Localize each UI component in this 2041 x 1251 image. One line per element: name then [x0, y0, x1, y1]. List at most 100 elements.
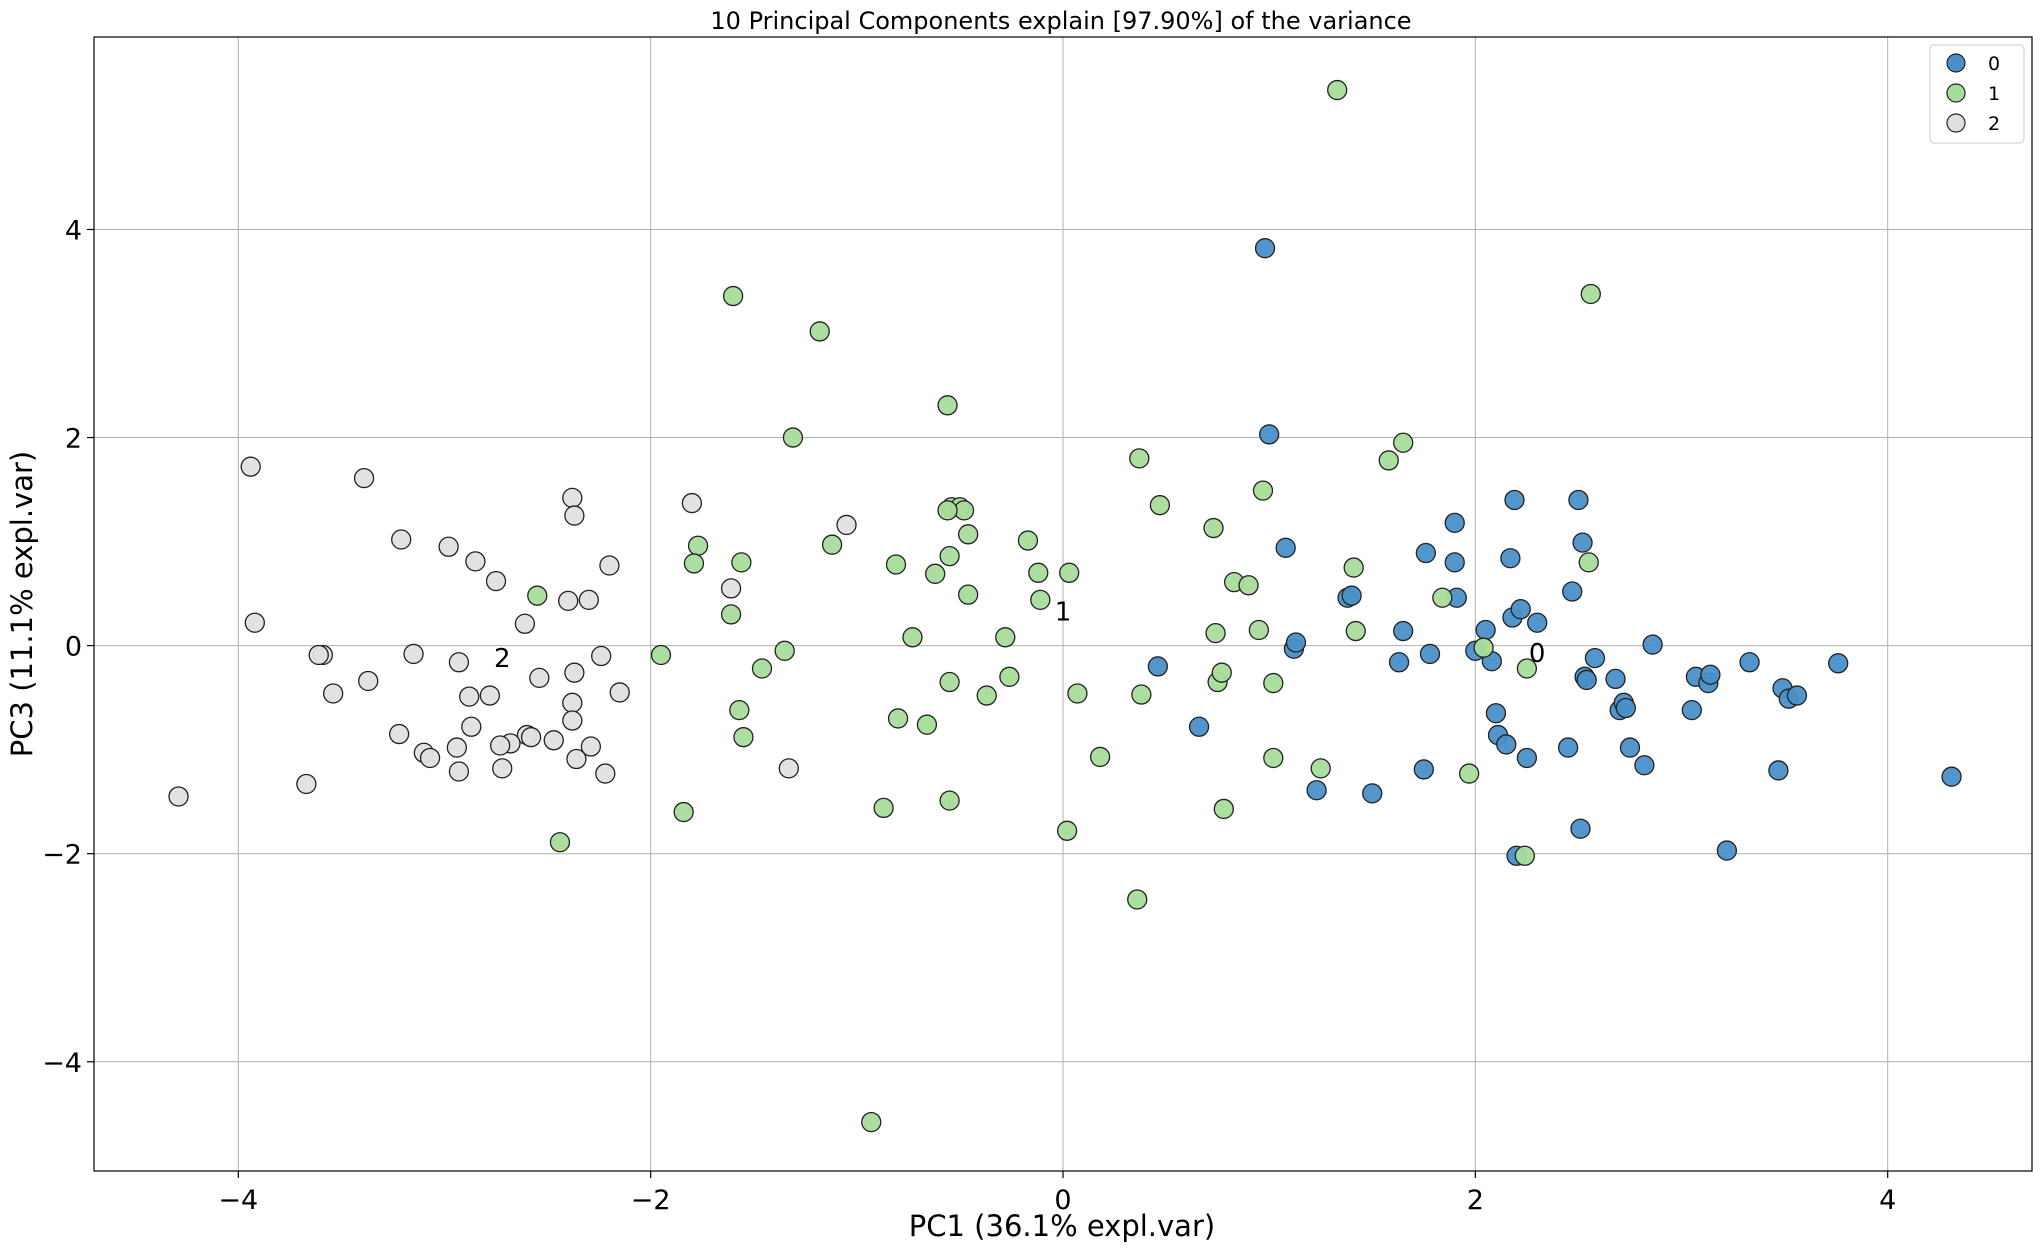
data-point — [1238, 575, 1259, 596]
data-point — [1514, 845, 1535, 866]
data-point — [527, 585, 548, 606]
data-point — [1089, 746, 1111, 768]
data-point — [995, 627, 1016, 648]
data-point — [1605, 668, 1626, 690]
data-point — [564, 505, 585, 526]
data-point — [1642, 634, 1663, 655]
data-point — [1213, 798, 1234, 820]
data-point — [1496, 734, 1517, 755]
data-point — [1570, 818, 1591, 839]
data-point — [446, 737, 468, 758]
series-2 — [168, 456, 857, 807]
data-point — [1259, 424, 1280, 445]
data-point — [1067, 683, 1088, 704]
data-point — [1576, 669, 1597, 691]
grid — [94, 37, 2032, 1171]
series-1 — [527, 79, 1601, 1133]
data-point — [809, 321, 830, 342]
data-point — [1388, 652, 1410, 673]
data-point — [729, 699, 750, 721]
data-point — [529, 667, 550, 689]
data-point — [1504, 489, 1525, 511]
data-point — [514, 613, 536, 634]
data-point — [1341, 585, 1362, 606]
data-point — [1149, 495, 1171, 516]
data-point — [580, 736, 602, 757]
data-point — [720, 604, 742, 625]
data-point — [751, 658, 773, 679]
data-point — [1056, 820, 1078, 841]
data-point — [937, 395, 958, 416]
data-point — [836, 514, 857, 536]
data-point — [1275, 537, 1296, 558]
data-point — [733, 727, 754, 748]
data-point — [1129, 448, 1150, 469]
data-point — [1578, 552, 1599, 573]
y-axis-label: PC3 (11.1% expl.var) — [5, 451, 39, 757]
data-point — [403, 643, 424, 665]
data-point — [887, 708, 909, 729]
data-point — [391, 529, 412, 550]
data-point — [1527, 612, 1548, 633]
data-point — [774, 640, 795, 661]
y-tick-label: 4 — [65, 215, 82, 246]
data-point — [1306, 780, 1327, 801]
data-point — [1203, 517, 1224, 539]
series-0 — [1147, 238, 1962, 866]
data-point — [1413, 759, 1434, 780]
data-point — [722, 285, 744, 307]
legend-box — [1929, 44, 2025, 144]
y-tick-label: 0 — [65, 632, 82, 663]
data-point — [782, 427, 804, 448]
data-points — [168, 79, 1962, 1133]
x-tick-label: 0 — [1054, 1185, 1071, 1216]
data-point — [1263, 672, 1284, 694]
data-point — [296, 773, 317, 795]
data-point — [1059, 562, 1080, 583]
data-point — [358, 670, 379, 692]
data-point — [566, 748, 587, 770]
data-point — [939, 671, 960, 693]
data-point — [939, 790, 960, 811]
data-point — [609, 682, 630, 703]
data-point — [1459, 763, 1480, 784]
data-point — [650, 644, 672, 666]
data-point — [595, 763, 616, 784]
data-point — [1254, 238, 1276, 259]
data-point — [479, 685, 500, 706]
data-point — [1343, 557, 1364, 578]
data-point — [683, 553, 705, 574]
data-point — [1444, 512, 1465, 534]
legend-marker-1 — [1946, 83, 1966, 103]
x-axis-label: PC1 (36.1% expl.var) — [909, 1209, 1215, 1243]
centroid-labels: 2 1 0 — [494, 597, 1546, 674]
data-point — [1557, 737, 1579, 758]
data-point — [448, 652, 470, 673]
data-point — [885, 554, 907, 575]
data-point — [720, 578, 742, 599]
data-point — [1017, 530, 1039, 551]
data-point — [1127, 889, 1148, 910]
data-point — [1828, 653, 1849, 674]
data-point — [492, 758, 513, 779]
data-point — [558, 590, 579, 612]
legend-marker-0 — [1946, 53, 1966, 73]
data-point — [308, 644, 329, 666]
axis-ticks: −4 −2 0 2 4 −4 −2 0 2 4 — [42, 215, 1896, 1216]
data-point — [778, 758, 799, 779]
x-tick-label: −4 — [218, 1185, 258, 1216]
data-point — [1415, 542, 1437, 564]
data-point — [958, 524, 979, 545]
data-point — [1941, 766, 1962, 787]
data-point — [1500, 548, 1521, 569]
data-point — [388, 723, 410, 745]
data-point — [1634, 755, 1655, 776]
data-point — [873, 797, 894, 819]
data-point — [1310, 758, 1331, 779]
data-point — [591, 645, 612, 667]
data-point — [1572, 532, 1593, 553]
data-point — [939, 545, 960, 567]
data-point — [1188, 716, 1210, 737]
